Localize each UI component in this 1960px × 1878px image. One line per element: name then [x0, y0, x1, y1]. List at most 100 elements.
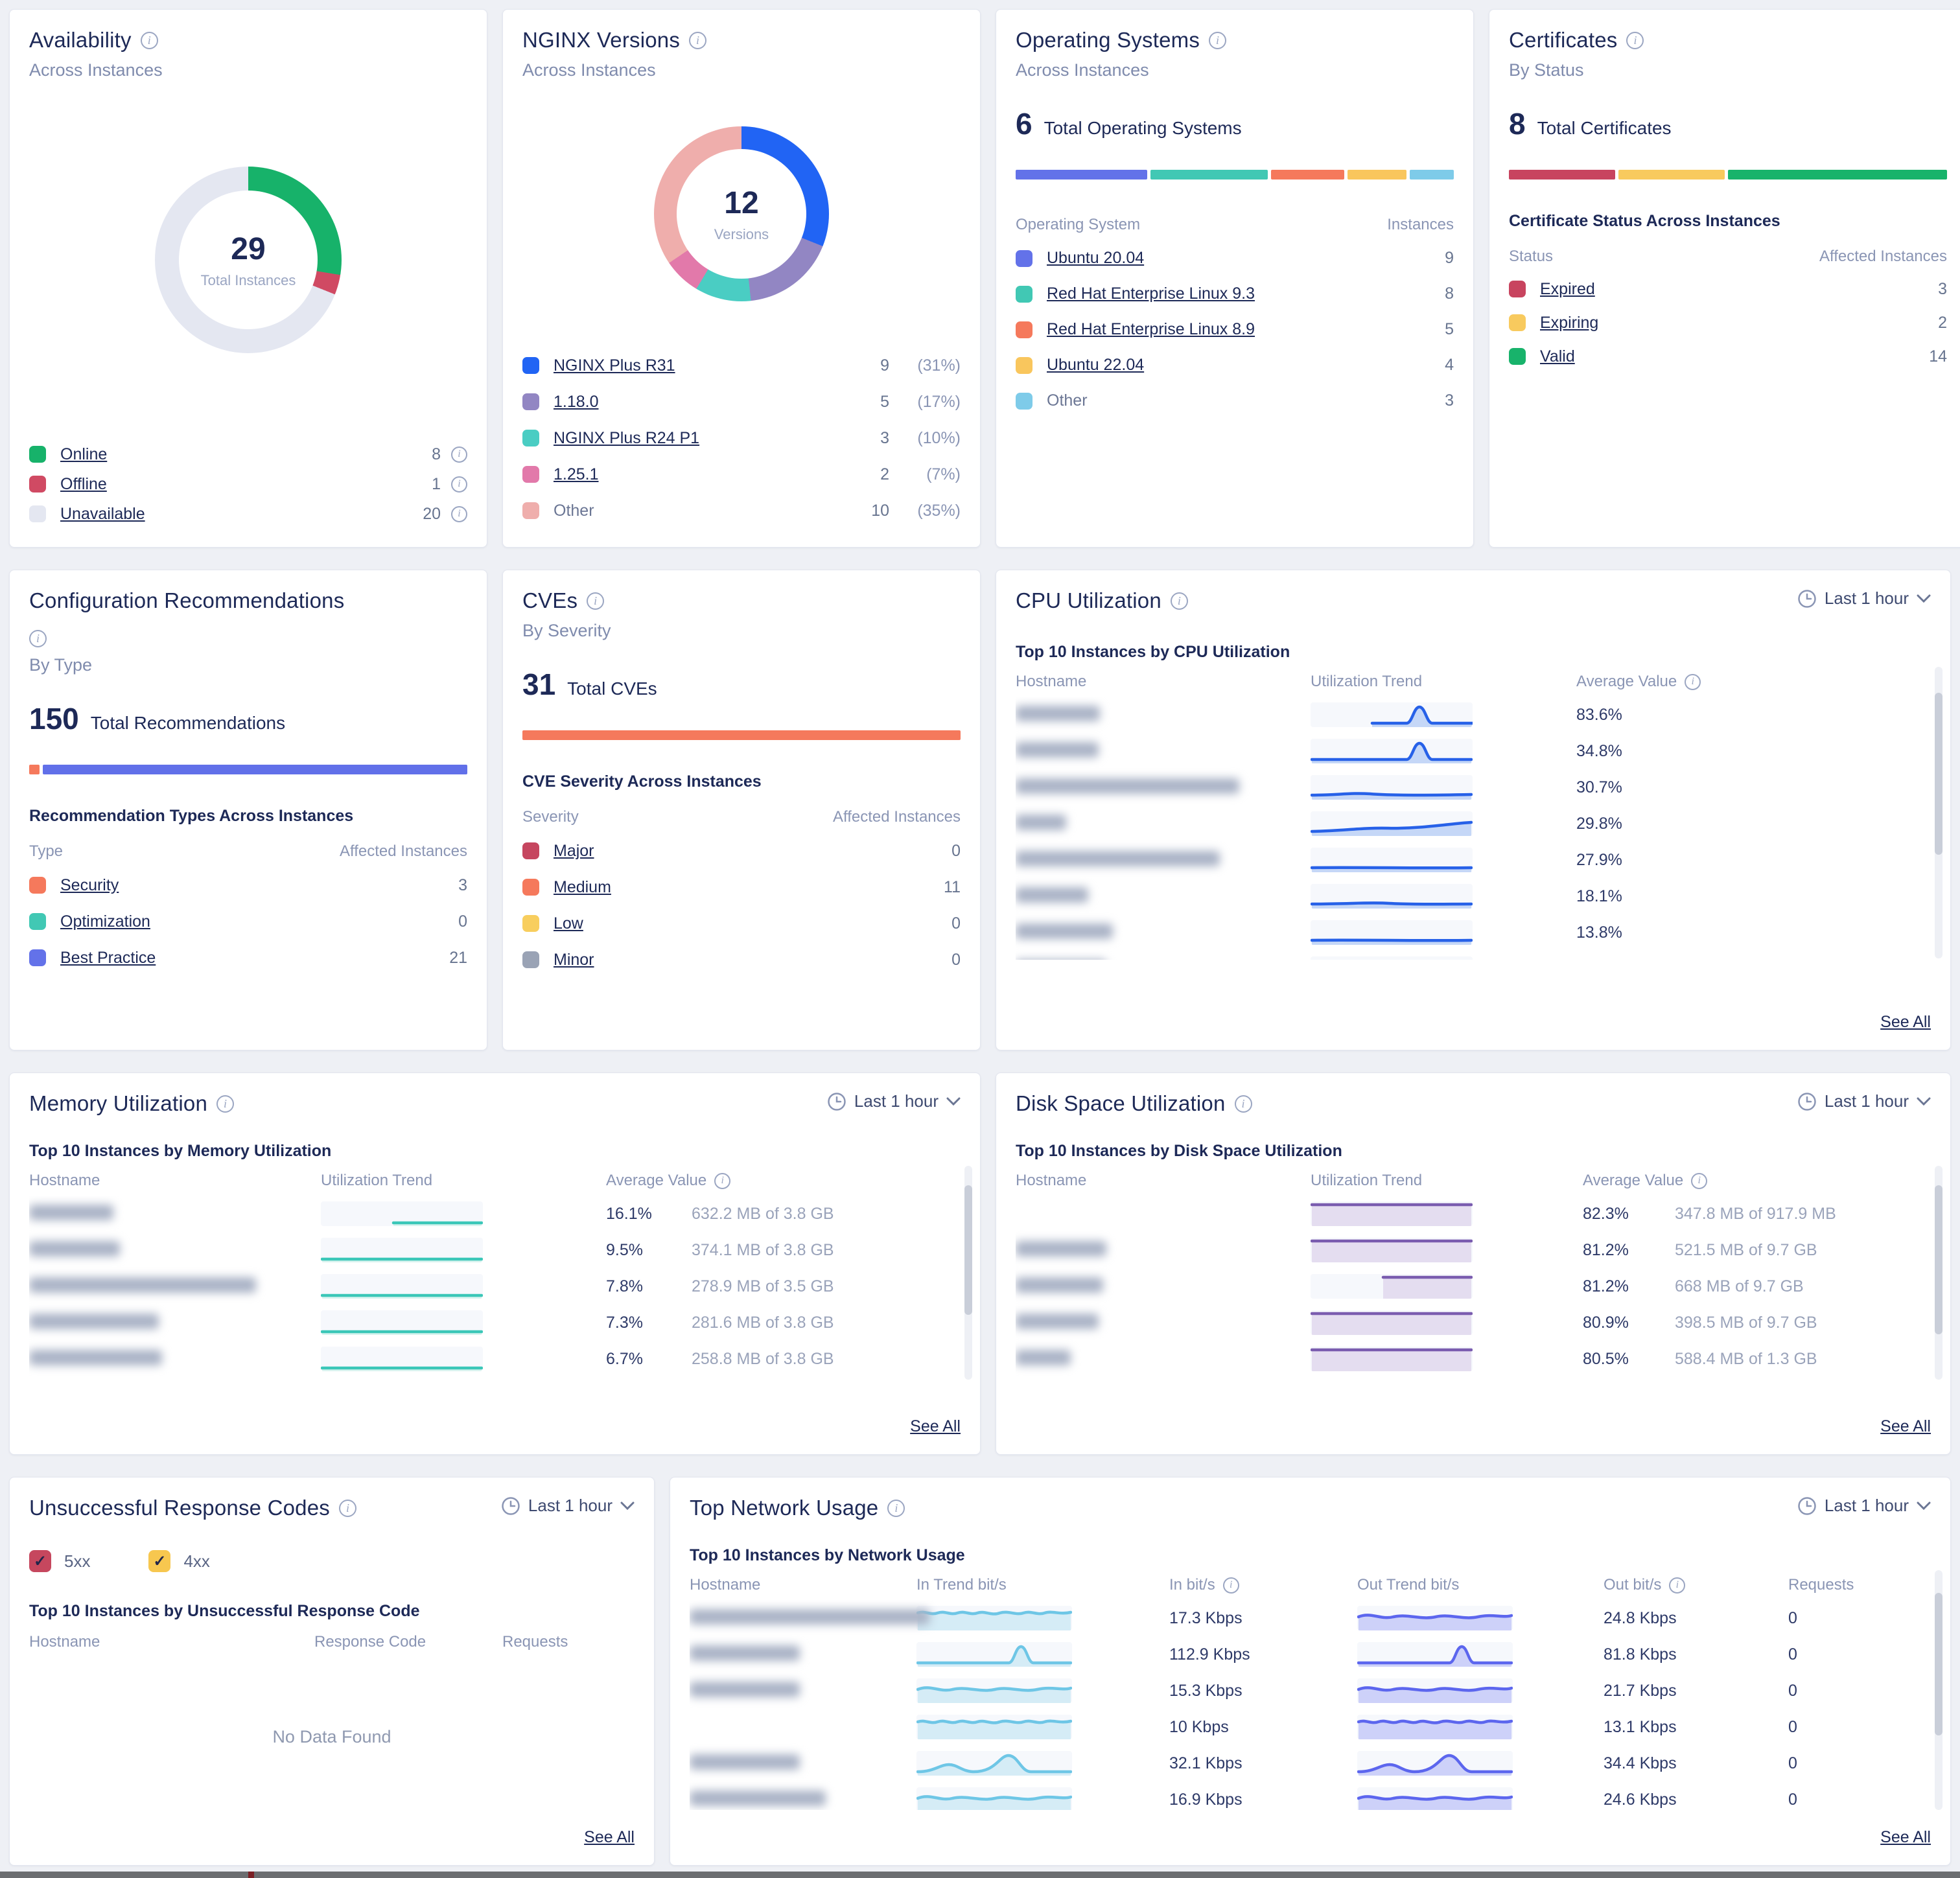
checkbox-checked[interactable]: ✓: [148, 1550, 171, 1572]
severity-link[interactable]: Low: [554, 914, 583, 933]
status-link[interactable]: Expired: [1540, 279, 1595, 298]
severity-link[interactable]: Medium: [554, 877, 611, 896]
bar-segment: [43, 765, 467, 774]
legend-label-link[interactable]: 1.25.1: [554, 465, 599, 483]
checkbox-checked[interactable]: ✓: [29, 1550, 51, 1572]
scrollbar-thumb[interactable]: [1935, 1185, 1942, 1334]
hostname-link[interactable]: [690, 1608, 929, 1625]
info-icon[interactable]: i: [587, 592, 605, 610]
in-bits-value: 112.9 Kbps: [1169, 1645, 1250, 1664]
info-icon[interactable]: i: [1691, 1172, 1708, 1189]
legend-label-link[interactable]: Online: [60, 445, 108, 463]
hostname-link[interactable]: [1016, 1240, 1106, 1257]
legend-label-link[interactable]: Offline: [60, 474, 107, 493]
hostname-link[interactable]: [1016, 923, 1113, 939]
type-link[interactable]: Optimization: [60, 912, 150, 931]
info-icon[interactable]: i: [1234, 1095, 1252, 1113]
hostname-link[interactable]: [1016, 705, 1100, 721]
legend-label-link[interactable]: Other: [554, 501, 594, 520]
info-icon[interactable]: i: [451, 476, 467, 493]
os-link[interactable]: Red Hat Enterprise Linux 9.3: [1047, 284, 1255, 303]
donut-center-label: Versions: [714, 226, 769, 242]
usage-detail: 588.4 MB of 1.3 GB: [1675, 1349, 1817, 1368]
type-link[interactable]: Security: [60, 875, 119, 894]
info-icon[interactable]: i: [338, 1499, 356, 1517]
hostname-link[interactable]: [690, 1645, 800, 1661]
table-row: 16.9 Kbps 24.6 Kbps 0: [690, 1781, 1931, 1810]
hostname-link[interactable]: [1016, 887, 1088, 903]
scrollbar-thumb[interactable]: [1935, 693, 1942, 855]
legend-label-link[interactable]: NGINX Plus R24 P1: [554, 428, 700, 447]
info-icon[interactable]: i: [1626, 31, 1644, 49]
usage-detail: 521.5 MB of 9.7 GB: [1675, 1240, 1817, 1259]
info-icon[interactable]: i: [689, 31, 707, 49]
availability-donut-chart[interactable]: 29 Total Instances: [155, 167, 342, 353]
legend-color-chip: [29, 446, 46, 463]
memory-time-range-select[interactable]: Last 1 hour: [827, 1091, 961, 1111]
info-icon[interactable]: i: [216, 1095, 234, 1113]
legend-label-link[interactable]: 1.18.0: [554, 392, 599, 411]
type-link[interactable]: Best Practice: [60, 948, 156, 967]
hostname-link[interactable]: [1016, 1349, 1071, 1365]
table-row: 32.1 Kbps 34.4 Kbps 0: [690, 1745, 1931, 1781]
legend-percent: (10%): [917, 428, 961, 447]
hostname-link[interactable]: [29, 1240, 120, 1257]
os-link[interactable]: Ubuntu 22.04: [1047, 356, 1145, 374]
info-icon[interactable]: i: [1669, 1577, 1686, 1594]
nginx-versions-donut-chart[interactable]: 12 Versions: [654, 126, 829, 301]
info-icon[interactable]: i: [29, 630, 47, 647]
severity-link[interactable]: Minor: [554, 950, 594, 969]
status-link[interactable]: Expiring: [1540, 313, 1599, 332]
card-subtitle: Across Instances: [29, 60, 163, 80]
recommendation-types-bar[interactable]: [29, 765, 467, 774]
hostname-link[interactable]: [1016, 741, 1099, 758]
disk-time-range-select[interactable]: Last 1 hour: [1797, 1091, 1931, 1111]
info-icon[interactable]: i: [887, 1499, 905, 1517]
hostname-link[interactable]: [1016, 1277, 1103, 1293]
info-icon[interactable]: i: [1685, 673, 1701, 690]
see-all-link[interactable]: See All: [910, 1417, 961, 1435]
certificate-status-bar[interactable]: [1509, 170, 1947, 180]
hostname-link[interactable]: [29, 1204, 113, 1220]
see-all-link[interactable]: See All: [1880, 1828, 1931, 1846]
legend-label-link[interactable]: NGINX Plus R31: [554, 356, 675, 375]
hostname-link[interactable]: [29, 1349, 162, 1365]
see-all-link[interactable]: See All: [1880, 1417, 1931, 1435]
info-icon[interactable]: i: [451, 446, 467, 463]
info-icon[interactable]: i: [1209, 31, 1227, 49]
table-row: 80.5% 588.4 MB of 1.3 GB: [1016, 1341, 1931, 1377]
os-link[interactable]: Other: [1047, 391, 1088, 410]
severity-link[interactable]: Major: [554, 841, 594, 860]
info-icon[interactable]: i: [140, 31, 158, 49]
os-link[interactable]: Ubuntu 20.04: [1047, 249, 1145, 267]
network-time-range-select[interactable]: Last 1 hour: [1797, 1496, 1931, 1516]
hostname-link[interactable]: [1016, 1313, 1099, 1329]
in-trend-sparkline: [916, 1606, 1072, 1630]
cve-severity-bar[interactable]: [522, 730, 961, 740]
hostname-link[interactable]: [1016, 778, 1239, 794]
info-icon[interactable]: i: [714, 1172, 731, 1189]
hostname-link[interactable]: [690, 1681, 800, 1697]
legend-color-chip: [522, 915, 539, 932]
info-icon[interactable]: i: [451, 505, 467, 522]
os-link[interactable]: Red Hat Enterprise Linux 8.9: [1047, 320, 1255, 338]
os-distribution-bar[interactable]: [1016, 170, 1454, 180]
status-link[interactable]: Valid: [1540, 347, 1575, 365]
errors-time-range-select[interactable]: Last 1 hour: [501, 1496, 635, 1516]
hostname-link[interactable]: [690, 1790, 826, 1806]
card-subtitle: By Severity: [522, 621, 611, 640]
scrollbar-thumb[interactable]: [1935, 1593, 1942, 1735]
hostname-link[interactable]: [29, 1277, 256, 1293]
legend-percent: (35%): [917, 501, 961, 520]
see-all-link[interactable]: See All: [1880, 1013, 1931, 1031]
hostname-link[interactable]: [1016, 814, 1066, 830]
scrollbar-thumb[interactable]: [964, 1185, 972, 1315]
cpu-time-range-select[interactable]: Last 1 hour: [1797, 588, 1931, 609]
info-icon[interactable]: i: [1222, 1577, 1239, 1594]
legend-label-link[interactable]: Unavailable: [60, 504, 145, 523]
hostname-link[interactable]: [690, 1754, 800, 1770]
see-all-link[interactable]: See All: [584, 1828, 635, 1846]
info-icon[interactable]: i: [1170, 592, 1188, 610]
hostname-link[interactable]: [1016, 850, 1220, 866]
hostname-link[interactable]: [29, 1313, 159, 1329]
